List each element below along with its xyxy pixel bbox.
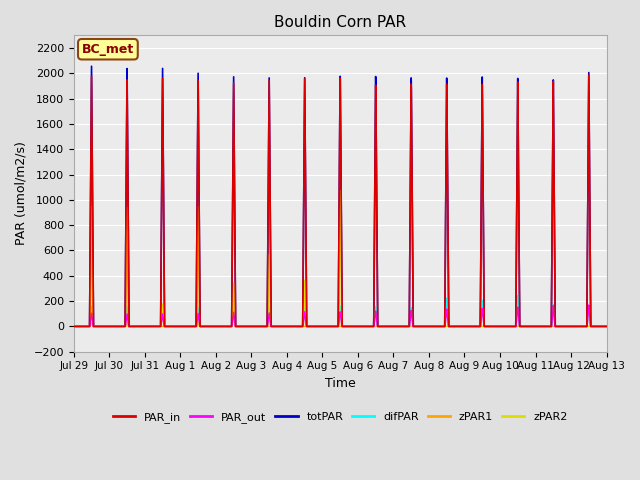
PAR_out [603,324,611,329]
zPAR2 [460,324,467,329]
PAR_in [430,324,438,329]
PAR_in [460,324,467,329]
Title: Bouldin Corn PAR: Bouldin Corn PAR [274,15,406,30]
PAR_in [70,324,77,329]
difPAR [70,324,77,329]
zPAR2 [166,324,173,329]
Line: PAR_in: PAR_in [74,75,607,326]
difPAR [430,324,438,329]
zPAR2 [320,324,328,329]
zPAR1 [70,324,77,329]
PAR_in [320,324,328,329]
totPAR [603,324,611,329]
PAR_out [320,324,328,329]
Line: PAR_out: PAR_out [74,305,607,326]
Line: difPAR: difPAR [74,296,607,326]
Line: zPAR2: zPAR2 [74,191,607,326]
totPAR [88,63,95,69]
PAR_out [460,324,467,329]
PAR_in [603,324,611,329]
zPAR1 [430,324,438,329]
zPAR1 [602,324,610,329]
PAR_out [602,324,610,329]
PAR_out [585,302,593,308]
totPAR [490,324,497,329]
PAR_in [585,72,593,78]
difPAR [490,324,497,329]
difPAR [460,324,467,329]
zPAR1 [603,324,611,329]
zPAR2 [70,324,77,329]
zPAR1 [166,324,173,329]
zPAR2 [603,324,611,329]
zPAR2 [602,324,610,329]
totPAR [430,324,438,329]
PAR_in [490,324,497,329]
Legend: PAR_in, PAR_out, totPAR, difPAR, zPAR1, zPAR2: PAR_in, PAR_out, totPAR, difPAR, zPAR1, … [108,408,572,428]
totPAR [166,324,173,329]
totPAR [460,324,467,329]
zPAR2 [336,188,344,193]
Y-axis label: PAR (umol/m2/s): PAR (umol/m2/s) [15,142,28,245]
totPAR [321,324,328,329]
totPAR [602,324,610,329]
zPAR1 [321,324,328,329]
zPAR1 [460,324,467,329]
difPAR [602,324,610,329]
PAR_out [490,324,497,329]
difPAR [514,293,522,299]
X-axis label: Time: Time [324,377,356,390]
difPAR [320,324,328,329]
PAR_in [166,324,173,329]
Text: BC_met: BC_met [82,43,134,56]
PAR_out [430,324,438,329]
PAR_out [166,324,173,329]
difPAR [166,324,173,329]
Line: zPAR1: zPAR1 [74,206,607,326]
PAR_out [70,324,77,329]
zPAR2 [490,324,497,329]
PAR_in [602,324,610,329]
difPAR [603,324,611,329]
Line: totPAR: totPAR [74,66,607,326]
totPAR [70,324,77,329]
zPAR1 [490,324,497,329]
zPAR2 [430,324,438,329]
zPAR1 [195,204,202,209]
